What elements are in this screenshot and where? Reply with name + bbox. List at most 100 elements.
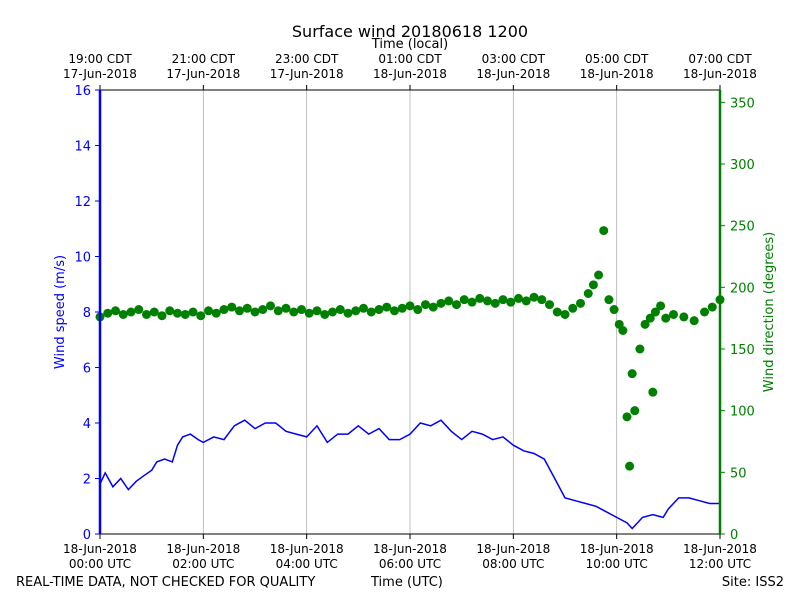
x-tick-date-label: 18-Jun-2018: [683, 542, 757, 556]
direction-point-58: [545, 300, 554, 310]
direction-point-62: [576, 298, 585, 308]
y2-tick-label: 200: [730, 281, 755, 296]
y2-tick-label: 150: [730, 343, 755, 358]
direction-point-77: [645, 313, 655, 323]
y-tick-label: 12: [74, 195, 91, 210]
direction-point-66: [599, 226, 609, 236]
y-axis-label: Wind speed (m/s): [53, 255, 68, 369]
direction-point-71: [622, 412, 632, 422]
y-tick-label: 14: [74, 140, 91, 155]
y-tick-label: 16: [74, 84, 91, 99]
direction-point-80: [656, 301, 666, 311]
x-tick-time-label: 12:00 UTC: [689, 557, 751, 571]
labels: 0 2 4 6 8 10 12 14 16 0 50 100 150 200 250 300 350 18-Jun…: [53, 22, 777, 571]
direction-point-44: [436, 298, 446, 308]
direction-point-45: [444, 296, 454, 306]
direction-point-57: [537, 295, 547, 305]
direction-point-79: [650, 307, 660, 317]
direction-point-6: [142, 309, 151, 319]
direction-point-60: [560, 309, 570, 319]
direction-point-64: [588, 280, 598, 290]
y2-tick-label: 100: [730, 405, 755, 420]
direction-point-48: [467, 297, 477, 307]
direction-point-25: [289, 307, 299, 317]
y2-tick-label: 250: [730, 220, 755, 235]
direction-point-43: [428, 302, 438, 312]
direction-point-8: [157, 311, 167, 321]
x-tick-date-label: 18-Jun-2018: [166, 542, 240, 556]
direction-point-4: [126, 307, 136, 317]
x-tick-time-label: 10:00 UTC: [586, 557, 648, 571]
x-tick-date-label: 18-Jun-2018: [476, 542, 550, 556]
wind-speed-line: [99, 419, 720, 530]
direction-point-31: [335, 305, 345, 315]
direction-point-22: [266, 301, 275, 311]
y-tick-label: 6: [83, 362, 91, 377]
direction-point-84: [689, 316, 699, 326]
direction-point-73: [627, 369, 637, 379]
y2-tick-label: 350: [730, 96, 755, 111]
series-layer: [95, 226, 725, 530]
y2-tick-label: 0: [730, 528, 738, 543]
direction-point-55: [521, 296, 531, 306]
direction-point-63: [583, 289, 593, 298]
direction-point-14: [204, 306, 213, 316]
top-tick-time-label: 23:00 CDT: [275, 52, 339, 66]
axes: [95, 85, 725, 539]
y-tick-label: 4: [83, 417, 91, 432]
top-tick-date-label: 18-Jun-2018: [683, 67, 757, 81]
direction-point-59: [552, 307, 562, 317]
direction-point-83: [679, 312, 689, 322]
y-tick-label: 0: [83, 528, 91, 543]
quality-disclaimer: REAL-TIME DATA, NOT CHECKED FOR QUALITY: [16, 575, 316, 590]
direction-point-38: [390, 306, 399, 316]
direction-point-30: [328, 307, 337, 317]
direction-point-11: [180, 309, 190, 319]
y2-tick-label: 50: [730, 466, 747, 481]
direction-point-23: [273, 306, 283, 316]
y-tick-label: 10: [74, 251, 91, 266]
x-tick-time-label: 00:00 UTC: [69, 557, 131, 571]
top-tick-time-label: 03:00 CDT: [482, 52, 546, 66]
direction-point-67: [604, 295, 614, 305]
top-tick-date-label: 18-Jun-2018: [476, 67, 550, 81]
direction-point-68: [609, 305, 619, 315]
direction-point-40: [405, 301, 415, 311]
direction-point-20: [250, 307, 260, 317]
direction-point-50: [483, 296, 492, 306]
direction-point-41: [413, 305, 423, 315]
direction-point-54: [514, 293, 523, 303]
direction-point-86: [707, 302, 717, 312]
top-tick-time-label: 21:00 CDT: [172, 52, 236, 66]
direction-point-17: [227, 302, 237, 312]
direction-point-70: [618, 326, 628, 335]
y2-tick-label: 300: [730, 158, 755, 173]
y2-axis-label: Wind direction (degrees): [762, 232, 777, 392]
direction-point-3: [118, 309, 128, 319]
direction-point-52: [498, 295, 508, 305]
direction-point-46: [452, 300, 461, 310]
direction-point-61: [568, 303, 578, 313]
direction-point-65: [594, 270, 604, 280]
chart-title: Surface wind 20180618 1200: [292, 22, 528, 41]
direction-point-24: [281, 303, 291, 313]
direction-point-42: [421, 300, 430, 310]
direction-point-82: [669, 309, 678, 319]
top-tick-time-label: 05:00 CDT: [585, 52, 649, 66]
footer-time-label: Time (UTC): [371, 575, 443, 590]
direction-point-28: [312, 306, 322, 316]
top-tick-date-label: 17-Jun-2018: [166, 67, 240, 81]
top-tick-time-label: 01:00 CDT: [378, 52, 442, 66]
direction-point-32: [343, 308, 353, 318]
direction-point-2: [111, 306, 120, 316]
direction-point-10: [173, 308, 182, 318]
y-tick-label: 8: [83, 306, 91, 321]
x-tick-date-label: 18-Jun-2018: [580, 542, 654, 556]
x-tick-time-label: 06:00 UTC: [379, 557, 441, 571]
x-tick-date-label: 18-Jun-2018: [373, 542, 447, 556]
direction-point-75: [635, 344, 645, 354]
direction-point-35: [366, 307, 376, 317]
direction-point-26: [297, 305, 306, 315]
direction-point-18: [235, 306, 244, 316]
